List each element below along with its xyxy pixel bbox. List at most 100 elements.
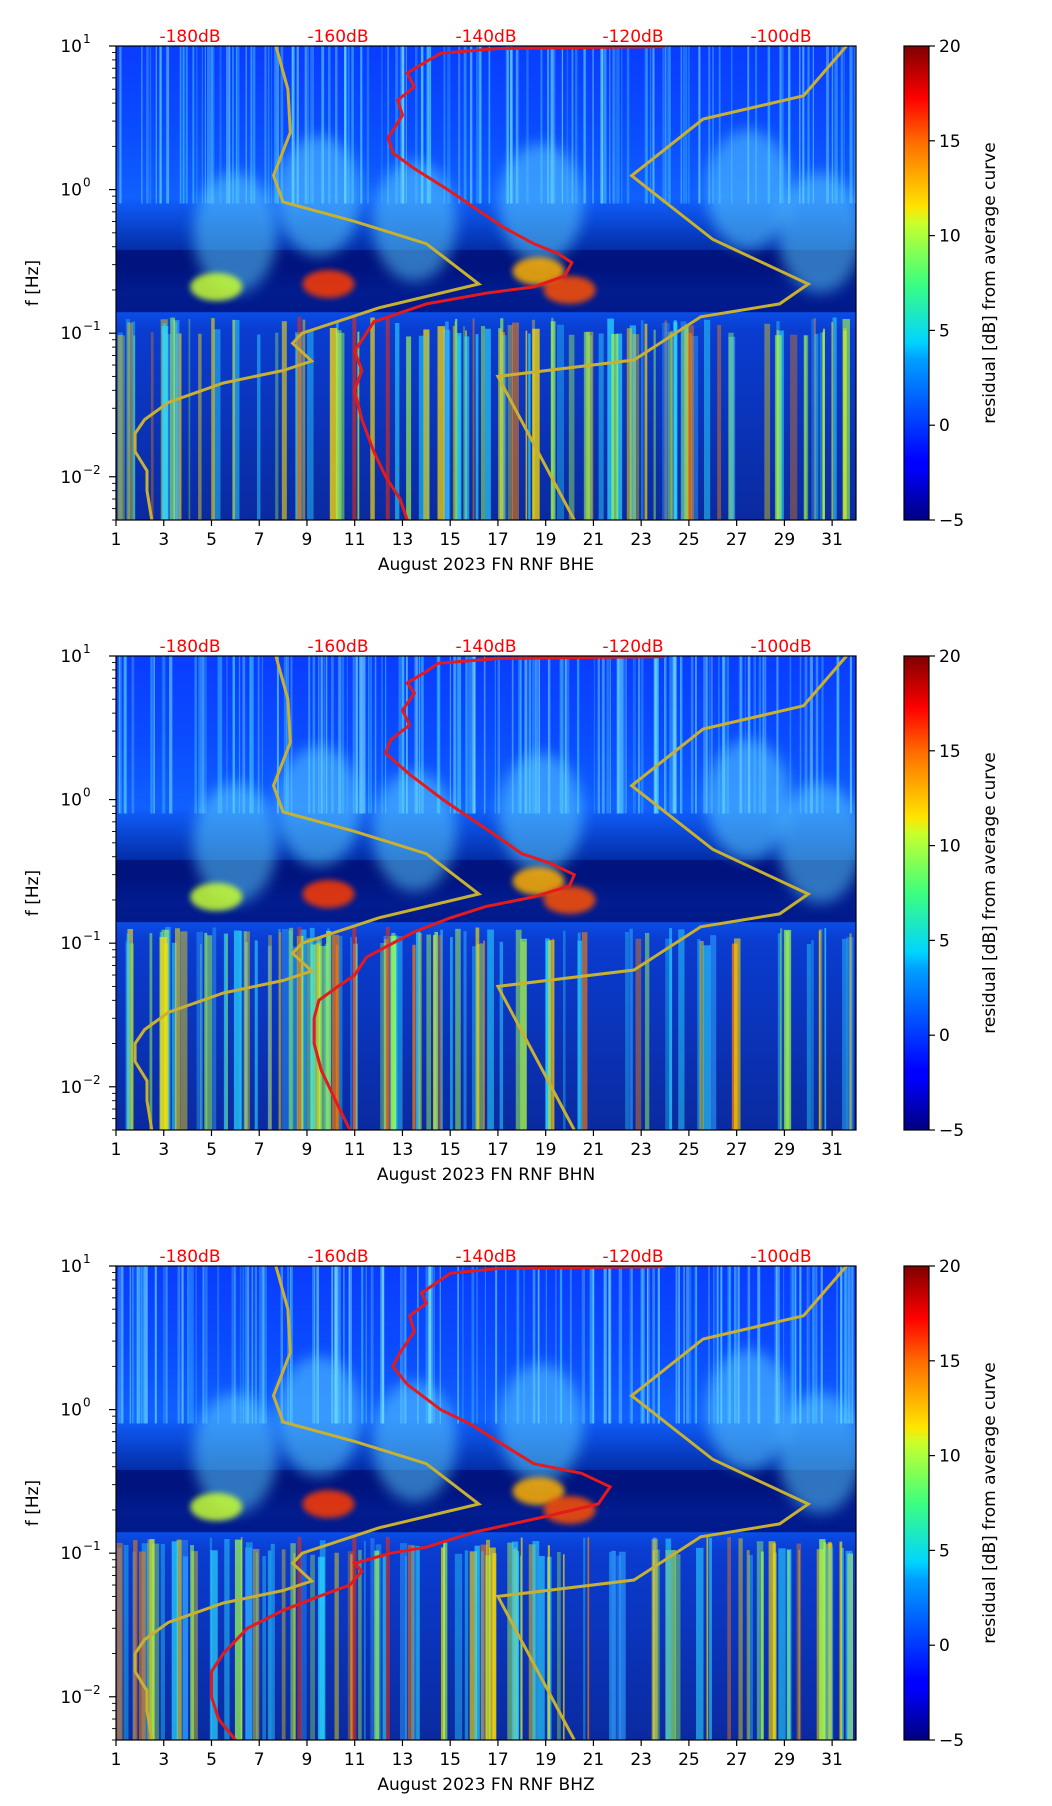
colorbar: 20 15 10 5 0 −5 residual [dB] from average cur…: [903, 37, 1000, 531]
db-scale-label: -160dB: [307, 1247, 368, 1267]
y-tick-label: 10: [60, 934, 82, 954]
y-tick-exponent: 0: [83, 176, 91, 190]
y-tick-exponent: −2: [83, 1683, 101, 1697]
y-tick-label: 10: [60, 647, 82, 667]
y-tick-label: 10: [60, 37, 82, 57]
colorbar-tick-label: −5: [939, 1121, 964, 1141]
y-tick-exponent: −2: [83, 463, 101, 477]
x-tick-label: 25: [678, 1140, 700, 1160]
colorbar-tick-label: 0: [939, 416, 950, 436]
colorbar-label: residual [dB] from average curve: [980, 752, 1000, 1033]
colorbar-tick-label: 15: [939, 1352, 961, 1372]
db-scale-label: -160dB: [307, 27, 368, 47]
colorbar: 20 15 10 5 0 −5 residual [dB] from average cur…: [903, 1257, 1000, 1751]
db-scale-label: -140dB: [455, 637, 516, 657]
x-tick-label: 3: [158, 1140, 169, 1160]
median-psd-line: [210, 1266, 666, 1740]
colorbar-tick-label: 15: [939, 132, 961, 152]
db-scale-label: -160dB: [307, 637, 368, 657]
y-tick-exponent: 1: [83, 642, 91, 656]
x-tick-label: 25: [678, 530, 700, 550]
noise-model-low-line: [133, 46, 483, 520]
spectrogram: [116, 1266, 856, 1740]
colorbar-tick-label: 10: [939, 1447, 961, 1467]
x-tick-label: 1: [111, 1140, 122, 1160]
x-tick-label: 5: [206, 1140, 217, 1160]
x-tick-label: 9: [302, 530, 313, 550]
x-tick-label: 9: [302, 1140, 313, 1160]
y-tick-exponent: 0: [83, 786, 91, 800]
y-tick-exponent: 0: [83, 1396, 91, 1410]
x-tick-label: 19: [535, 530, 557, 550]
median-psd-line: [312, 656, 666, 1130]
noise-model-high-line: [495, 46, 848, 520]
x-tick-label: 17: [487, 530, 509, 550]
x-tick-label: 7: [254, 530, 265, 550]
x-tick-label: 23: [630, 1140, 652, 1160]
y-tick-exponent: −1: [83, 1539, 101, 1553]
y-tick-label: 10: [60, 1401, 82, 1421]
colorbar: 20 15 10 5 0 −5 residual [dB] from average cur…: [903, 647, 1000, 1141]
x-tick-label: 17: [487, 1750, 509, 1770]
x-axis-title: August 2023 FN RNF BHN: [377, 1165, 595, 1185]
y-tick-exponent: 1: [83, 32, 91, 46]
y-axis-title: f [Hz]: [23, 870, 43, 916]
x-tick-label: 13: [392, 530, 414, 550]
colorbar-tick-label: 20: [939, 647, 961, 667]
x-tick-label: 31: [821, 1140, 843, 1160]
x-tick-label: 13: [392, 1750, 414, 1770]
plot-frame: [115, 45, 857, 521]
db-scale-label: -100dB: [750, 27, 811, 47]
plot-frame: [115, 655, 857, 1131]
colorbar-tick-label: 0: [939, 1026, 950, 1046]
db-scale-label: -140dB: [455, 27, 516, 47]
x-tick-label: 15: [439, 1140, 461, 1160]
x-axis-title: August 2023 FN RNF BHE: [378, 555, 594, 575]
x-tick-label: 1: [111, 1750, 122, 1770]
y-tick-exponent: −2: [83, 1073, 101, 1087]
x-tick-label: 17: [487, 1140, 509, 1160]
noise-model-low-line: [133, 1266, 483, 1740]
x-tick-label: 21: [583, 1140, 605, 1160]
y-axis-title: f [Hz]: [23, 260, 43, 306]
x-tick-label: 31: [821, 1750, 843, 1770]
colorbar-tick-label: 15: [939, 742, 961, 762]
noise-model-low-line: [133, 656, 483, 1130]
x-tick-label: 19: [535, 1140, 557, 1160]
x-tick-label: 31: [821, 530, 843, 550]
x-tick-label: 3: [158, 530, 169, 550]
x-tick-label: 19: [535, 1750, 557, 1770]
y-tick-exponent: −1: [83, 929, 101, 943]
x-tick-label: 23: [630, 1750, 652, 1770]
plot-frame: [115, 1265, 857, 1741]
colorbar-tick-label: −5: [939, 511, 964, 531]
noise-model-high-line: [495, 656, 848, 1130]
x-axis-title: August 2023 FN RNF BHZ: [377, 1775, 594, 1795]
db-scale-label: -180dB: [159, 637, 220, 657]
x-tick-label: 5: [206, 1750, 217, 1770]
x-tick-label: 9: [302, 1750, 313, 1770]
x-tick-label: 29: [774, 530, 796, 550]
y-tick-label: 10: [60, 1544, 82, 1564]
y-tick-label: 10: [60, 1078, 82, 1098]
x-tick-label: 15: [439, 530, 461, 550]
db-scale-label: -120dB: [602, 27, 663, 47]
db-scale-label: -180dB: [159, 27, 220, 47]
y-tick-label: 10: [60, 1257, 82, 1277]
colorbar-tick-label: 10: [939, 227, 961, 247]
db-scale-label: -100dB: [750, 637, 811, 657]
x-tick-label: 29: [774, 1750, 796, 1770]
x-tick-label: 25: [678, 1750, 700, 1770]
x-tick-label: 15: [439, 1750, 461, 1770]
x-tick-label: 21: [583, 1750, 605, 1770]
colorbar-tick-label: 0: [939, 1636, 950, 1656]
noise-model-high-line: [495, 1266, 848, 1740]
colorbar-tick-label: 20: [939, 37, 961, 57]
x-tick-label: 27: [726, 1140, 748, 1160]
y-tick-label: 10: [60, 324, 82, 344]
x-tick-label: 11: [344, 530, 366, 550]
spectrogram: [116, 656, 856, 1130]
